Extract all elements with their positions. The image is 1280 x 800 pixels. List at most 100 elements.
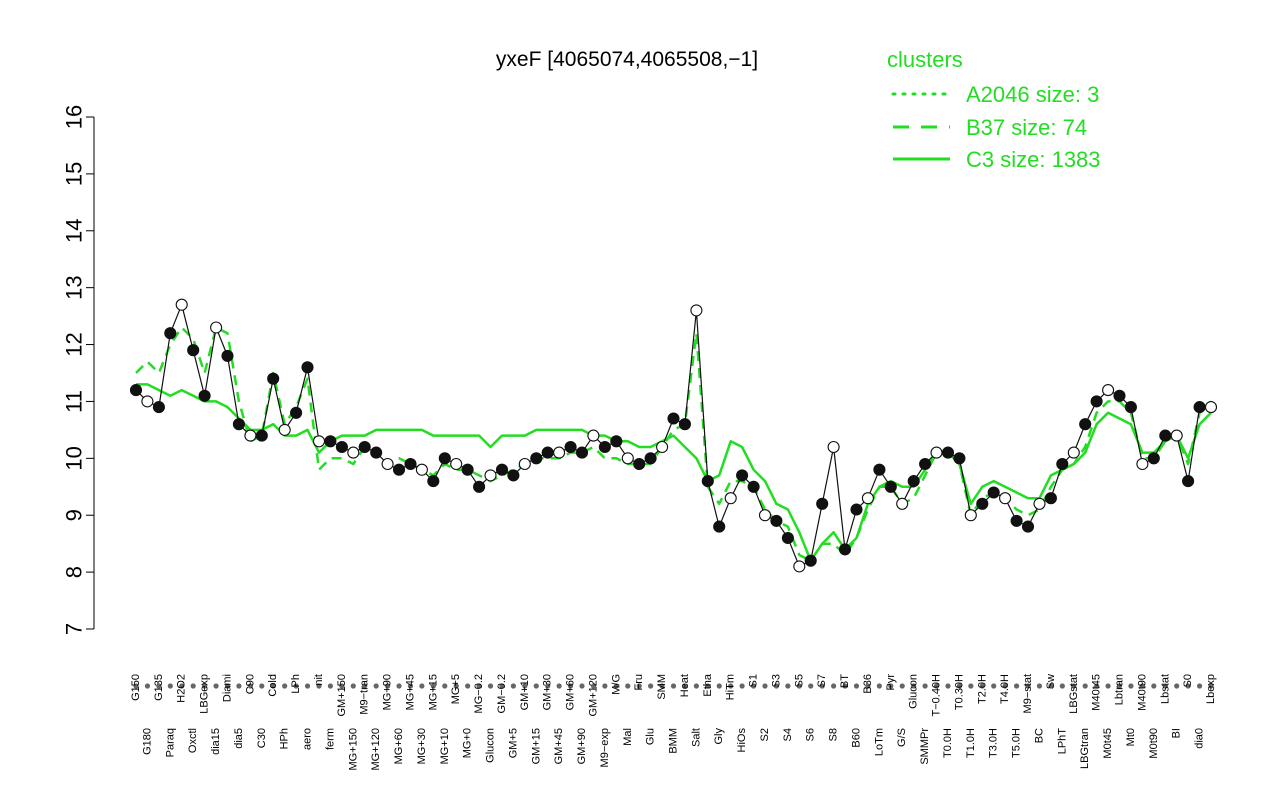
data-point — [907, 475, 920, 488]
data-point — [816, 497, 829, 510]
x-tick-label: M/G — [610, 674, 622, 695]
x-tick-label: Cold — [267, 674, 279, 697]
x-tick-marker — [1162, 683, 1168, 689]
x-tick-label: S8 — [828, 728, 840, 741]
x-tick-label: GM−0.2 — [496, 674, 508, 713]
x-tick-marker — [968, 683, 974, 689]
x-tick-label: B36 — [862, 674, 874, 694]
x-tick-marker — [1196, 683, 1203, 689]
legend-label-a2046: A2046 size: 3 — [966, 82, 1099, 107]
x-tick-marker — [716, 683, 722, 689]
x-tick-label: S0 — [1182, 674, 1194, 687]
data-point — [164, 327, 177, 340]
x-tick-marker — [693, 683, 699, 689]
x-tick-marker — [739, 683, 745, 689]
x-tick-label: T4.0H — [999, 674, 1011, 704]
data-point — [999, 492, 1012, 505]
data-point — [598, 440, 611, 454]
x-tick-label: dia15 — [210, 728, 222, 755]
x-tick-marker — [705, 683, 711, 689]
data-point — [473, 480, 486, 493]
data-point — [530, 452, 543, 465]
x-tick-marker — [796, 683, 802, 689]
x-tick-label: Gly — [713, 728, 725, 745]
x-tick-label: Glucon — [485, 728, 497, 763]
data-point — [941, 446, 955, 459]
data-point — [358, 440, 371, 454]
data-point — [484, 469, 497, 482]
data-point — [324, 435, 337, 448]
y-tick-label: 14 — [62, 219, 87, 243]
x-tick-label: Pyr — [885, 674, 897, 691]
data-point — [1204, 401, 1218, 414]
x-tick-marker — [853, 683, 860, 689]
x-tick-label: T2.0H — [976, 674, 988, 704]
data-point — [656, 440, 669, 454]
data-point — [175, 298, 188, 311]
x-tick-label: SMM — [656, 674, 668, 700]
x-tick-label: BI — [1171, 728, 1183, 738]
data-point — [919, 457, 932, 471]
data-point — [187, 344, 200, 357]
x-tick-marker — [407, 683, 414, 689]
x-tick-marker — [808, 683, 814, 689]
data-point — [793, 560, 806, 573]
x-tick-marker — [133, 683, 139, 689]
data-point — [587, 429, 600, 442]
data-point — [633, 457, 646, 471]
x-tick-label: MG+90 — [382, 674, 394, 710]
x-tick-label: MG+150 — [347, 728, 359, 771]
x-tick-label: C30 — [256, 728, 268, 748]
x-tick-label: HiTm — [725, 674, 737, 700]
x-tick-marker — [1025, 683, 1031, 689]
x-tick-marker — [533, 683, 539, 689]
data-point — [564, 440, 577, 454]
y-tick-label: 12 — [62, 332, 87, 356]
x-tick-label: MG+0 — [462, 728, 474, 758]
x-tick-label: LoTm — [873, 728, 885, 756]
x-tick-marker — [476, 683, 482, 689]
legend-label-c3: C3 size: 1383 — [966, 147, 1101, 172]
data-point — [129, 384, 143, 397]
x-tick-marker — [282, 683, 288, 689]
data-point — [1124, 401, 1137, 414]
x-tick-label: Fru — [633, 674, 645, 691]
data-point — [1182, 475, 1195, 488]
legend-title: clusters — [887, 47, 963, 72]
x-tick-label: G150 — [130, 674, 142, 701]
x-tick-marker — [865, 683, 871, 689]
x-tick-label: S3 — [770, 674, 782, 687]
data-point — [244, 429, 257, 442]
x-tick-marker — [167, 683, 173, 689]
data-point — [701, 475, 714, 488]
x-tick-marker — [213, 683, 219, 689]
data-point — [1102, 384, 1115, 397]
x-tick-label: T5.0H — [1011, 728, 1023, 758]
y-tick-label: 9 — [62, 509, 87, 521]
data-point — [861, 492, 874, 505]
x-tick-label: GM+90 — [576, 728, 588, 764]
x-tick-label: MG+15 — [427, 674, 439, 710]
x-tick-label: Diami — [221, 674, 233, 702]
x-tick-label: MG+120 — [370, 728, 382, 771]
data-point — [804, 554, 817, 567]
x-tick-label: Sw — [1045, 674, 1057, 689]
x-tick-marker — [819, 683, 825, 689]
x-tick-label: MG+10 — [439, 728, 451, 764]
y-tick-label: 11 — [62, 390, 87, 413]
x-tick-label: G135 — [153, 674, 165, 701]
x-tick-marker — [1082, 683, 1088, 689]
x-tick-label: GM+120 — [587, 674, 599, 717]
x-tick-label: HPh — [279, 728, 291, 749]
data-point — [518, 457, 531, 471]
x-tick-marker — [350, 683, 356, 689]
x-tick-label: Lbtran — [1114, 674, 1126, 705]
x-tick-label: M9−tran — [359, 674, 371, 715]
x-tick-marker — [442, 683, 448, 689]
x-tick-marker — [545, 683, 551, 689]
y-tick-label: 7 — [62, 623, 87, 635]
x-tick-label: GM+30 — [542, 674, 554, 710]
x-tick-marker — [556, 683, 562, 689]
data-point — [1159, 429, 1172, 442]
data-point — [541, 446, 554, 459]
